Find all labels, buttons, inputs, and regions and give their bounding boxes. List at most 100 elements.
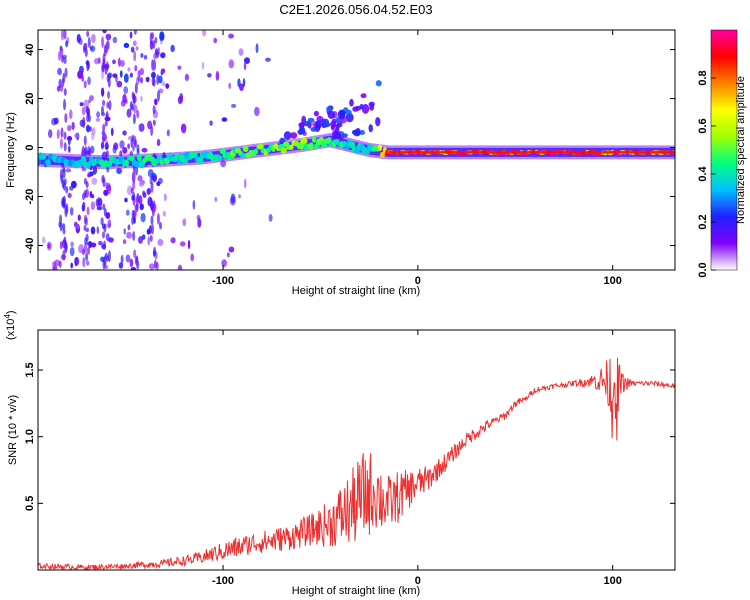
noise-streak [132,113,136,125]
noise-speck [146,228,151,235]
noise-streak [63,178,67,186]
noise-speck [160,68,166,74]
noise-streak [62,167,66,179]
noise-speck [122,93,127,104]
noise-speck [70,241,74,248]
noise-speck [170,237,176,244]
noise-speck [255,43,259,54]
noise-streak [85,105,89,114]
branch-blob [313,110,319,117]
noise-streak [83,135,87,146]
ridge-blob [253,148,259,155]
noise-speck [65,168,72,173]
noise-speck [110,127,114,137]
noise-speck [91,130,95,141]
noise-streak [103,223,107,233]
noise-streak [63,88,67,96]
noise-speck [70,180,77,189]
noise-speck [74,133,79,139]
noise-streak [62,195,66,208]
noise-speck [226,252,230,258]
noise-streak [151,224,155,235]
noise-speck [89,46,94,51]
snr-multiplier-close: ) [5,310,17,314]
noise-speck [132,40,137,47]
noise-speck [202,30,207,37]
noise-speck [117,57,121,67]
noise-streak [101,231,105,239]
spectrogram-x-tick-label: 0 [415,275,421,287]
noise-speck [112,36,118,44]
noise-speck [98,240,103,246]
snr-y-tick-label: 0.5 [24,496,36,511]
noise-speck [190,253,195,262]
noise-streak [83,225,87,232]
noise-speck [141,147,148,153]
spectrogram-y-tick-label: -40 [24,238,36,254]
noise-speck [129,258,134,268]
colorbar-tick-label: 0.2 [697,214,709,229]
noise-streak [102,58,106,70]
ridge-blob [242,145,249,152]
noise-speck [242,78,246,87]
noise-streak [60,46,64,58]
noise-streak [133,139,137,148]
spectrogram-y-label: Frequency (Hz) [5,112,17,188]
noise-speck [127,67,131,72]
noise-speck [156,181,161,187]
noise-streak [132,180,136,190]
noise-streak [103,208,107,217]
snr-y-ticks: 0.5 1.0 1.5 [24,362,675,511]
noise-streak [82,192,86,201]
noise-streak [103,240,107,251]
noise-streak [82,256,86,268]
noise-streak [59,222,63,232]
noise-speck [159,221,162,230]
noise-streak [136,109,140,119]
noise-streak [64,113,68,124]
ridge-blob [164,157,170,165]
noise-streak [83,80,87,89]
noise-speck [95,198,100,207]
noise-streak [102,258,106,270]
noise-speck [209,120,213,126]
noise-speck [230,193,236,204]
noise-speck [213,37,218,44]
noise-speck [70,262,74,269]
noise-speck [214,196,218,202]
noise-speck [129,31,133,39]
noise-streak [102,203,106,211]
noise-streak [131,103,135,111]
branch-blob [359,129,365,136]
noise-speck [179,241,186,247]
noise-speck [165,83,170,89]
noise-speck [107,219,112,229]
ridge-blob [86,161,91,169]
noise-streak [104,120,108,127]
noise-streak [137,69,141,82]
snr-x-tick-label: 100 [603,575,621,587]
noise-speck [230,103,237,108]
noise-speck [71,121,75,131]
noise-streak [132,93,136,105]
noise-speck [141,234,146,240]
noise-speck [215,70,220,81]
noise-speck [130,267,137,270]
noise-speck [116,167,123,175]
noise-speck [126,108,132,118]
branch-blob [345,109,352,116]
noise-speck [47,243,51,249]
noise-streak [151,206,155,217]
noise-speck [119,60,125,67]
branch-blob [349,98,354,107]
noise-streak [108,100,112,111]
noise-speck [123,42,130,49]
noise-streak [156,90,160,102]
noise-streak [154,48,158,56]
noise-streak [63,236,67,247]
spectrogram-y-tick-label: 40 [24,43,36,55]
noise-streak [81,145,85,155]
noise-speck [47,129,53,139]
noise-streak [60,127,64,138]
